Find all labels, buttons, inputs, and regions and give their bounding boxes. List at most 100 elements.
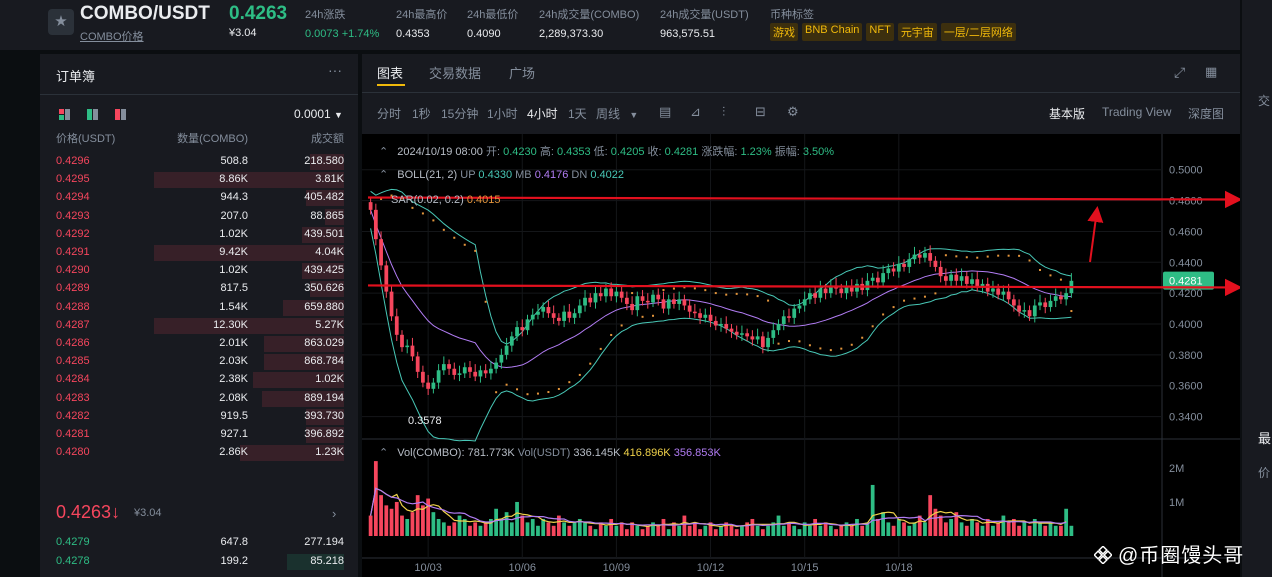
coin-tag[interactable]: BNB Chain (802, 23, 863, 41)
candle (802, 299, 807, 306)
view-trading-view[interactable]: Trading View (1102, 105, 1172, 119)
sar-dot (693, 287, 696, 290)
volume-bar (624, 529, 629, 536)
pair-symbol[interactable]: COMBO/USDT (80, 3, 210, 24)
fullscreen-icon[interactable]: ⤢ (1174, 64, 1186, 80)
view-basic[interactable]: 基本版 (1049, 107, 1086, 121)
ask-row[interactable]: 0.4281 927.1 396.892 (40, 426, 358, 444)
ask-row[interactable]: 0.4280 2.86K 1.23K (40, 444, 358, 462)
ask-row[interactable]: 0.4290 1.02K 439.425 (40, 262, 358, 280)
ask-row[interactable]: 0.4288 1.54K 659.880 (40, 299, 358, 317)
precision-value: 0.0001 (294, 107, 331, 121)
precision-select[interactable]: 0.0001 ▼ (294, 107, 343, 121)
tab-chart[interactable]: 图表 (377, 66, 404, 81)
calendar-icon[interactable]: ▤ (659, 104, 672, 119)
candle (776, 324, 781, 331)
ask-row[interactable]: 0.4285 2.03K 868.784 (40, 353, 358, 371)
volume-bar (577, 518, 582, 536)
bids-view-icon[interactable] (87, 109, 98, 120)
tab-trading-data[interactable]: 交易数据 (429, 66, 482, 81)
volume-bar (656, 525, 661, 536)
timeframe-week-select[interactable]: 周线 ▼ (596, 105, 638, 122)
more-icon[interactable]: ··· (328, 62, 342, 78)
ask-row[interactable]: 0.4283 2.08K 889.194 (40, 390, 358, 408)
bid-row[interactable]: 0.4279 647.8 277.194 (40, 534, 358, 552)
candle (452, 368, 457, 375)
ask-price: 0.4289 (56, 282, 90, 295)
ask-total: 3.81K (315, 173, 344, 186)
timeframe-line[interactable]: 分时 (377, 107, 402, 121)
volume-bar (792, 525, 797, 536)
ask-row[interactable]: 0.4291 9.42K 4.04K (40, 244, 358, 262)
coin-tag[interactable]: 元宇宙 (897, 23, 937, 41)
header-fiat-price: ¥3.04 (229, 27, 257, 39)
ask-row[interactable]: 0.4289 817.5 350.626 (40, 280, 358, 298)
ask-row[interactable]: 0.4282 919.5 393.730 (40, 408, 358, 426)
divider (40, 94, 358, 95)
collapse-icon[interactable]: ⌃ (379, 146, 389, 158)
coin-tag[interactable]: NFT (866, 23, 894, 41)
volume-bar (964, 525, 969, 536)
candle (991, 288, 995, 292)
volume-bar (509, 522, 514, 536)
candle (473, 371, 478, 377)
indicator-icon[interactable]: ⊿ (690, 104, 701, 119)
timeframe-15m[interactable]: 15分钟 (441, 107, 479, 121)
sar-dot (798, 340, 801, 343)
volume-bar (598, 522, 603, 536)
ask-row[interactable]: 0.4296 508.8 218.580 (40, 153, 358, 171)
candle (677, 299, 682, 304)
ask-row[interactable]: 0.4293 207.0 88.865 (40, 208, 358, 226)
both-sides-view-icon[interactable] (59, 109, 70, 120)
settings-gear-icon[interactable]: ⚙ (787, 104, 799, 119)
bid-total: 85.218 (310, 555, 344, 567)
candle-type-icon[interactable]: ⫶ (722, 104, 726, 119)
timeframe-1s[interactable]: 1秒 (412, 107, 431, 121)
coin-tag[interactable]: 一层/二层网络 (940, 23, 1016, 41)
pair-price-link[interactable]: COMBO价格 (80, 31, 144, 43)
coin-tag[interactable]: 游戏 (770, 23, 798, 41)
ask-row[interactable]: 0.4295 8.86K 3.81K (40, 171, 358, 189)
ask-price: 0.4282 (56, 409, 90, 422)
sar-dot (1070, 310, 1073, 313)
volume-bar (839, 525, 844, 536)
candle (928, 253, 933, 261)
sar-dot (903, 299, 906, 302)
ask-price: 0.4290 (56, 264, 90, 277)
drawing-tools-icon[interactable]: ⊟ (755, 104, 766, 119)
timeframe-1d[interactable]: 1天 (568, 107, 587, 121)
last-price-value: 0.4263 (56, 502, 112, 522)
candle (844, 286, 849, 294)
ask-row[interactable]: 0.4286 2.01K 863.029 (40, 335, 358, 353)
ask-row[interactable]: 0.4287 12.30K 5.27K (40, 317, 358, 335)
volume-bar (1038, 522, 1042, 536)
legend-close: 0.4281 (664, 146, 699, 158)
ask-row[interactable]: 0.4294 944.3 405.482 (40, 189, 358, 207)
sar-dot (923, 295, 926, 298)
layout-grid-icon[interactable]: ▦ (1205, 64, 1218, 79)
bid-row[interactable]: 0.4278 199.2 85.218 (40, 553, 358, 571)
chart-area[interactable]: 0.5000 0.4800 0.4600 0.4400 0.4200 0.4000 0.38… (362, 134, 1240, 577)
timeframe-1h[interactable]: 1小时 (487, 107, 518, 121)
candle (368, 202, 373, 210)
favorite-star-icon[interactable]: ★ (48, 9, 74, 35)
candle (609, 288, 614, 297)
tab-square[interactable]: 广场 (509, 66, 536, 81)
ask-row[interactable]: 0.4292 1.02K 439.501 (40, 226, 358, 244)
asks-view-icon[interactable] (115, 109, 126, 120)
depth-bar (302, 226, 344, 243)
candlestick-chart[interactable]: 0.5000 0.4800 0.4600 0.4400 0.4200 0.4000 0.38… (362, 134, 1240, 577)
collapse-icon[interactable]: ⌃ (379, 447, 389, 459)
view-depth[interactable]: 深度图 (1188, 107, 1225, 121)
volume-legend: ⌃ Vol(COMBO): 781.773K Vol(USDT) 336.145… (379, 446, 721, 459)
ask-amount: 817.5 (220, 282, 248, 295)
candle (483, 370, 488, 374)
volume-bar (698, 529, 702, 536)
chevron-right-icon[interactable]: › (332, 506, 337, 521)
timeframe-4h[interactable]: 4小时 (527, 107, 558, 121)
ask-row[interactable]: 0.4284 2.38K 1.02K (40, 371, 358, 389)
candle (687, 305, 692, 312)
collapse-icon[interactable]: ⌃ (379, 169, 389, 181)
sar-dot (516, 388, 519, 391)
candle (750, 336, 755, 340)
